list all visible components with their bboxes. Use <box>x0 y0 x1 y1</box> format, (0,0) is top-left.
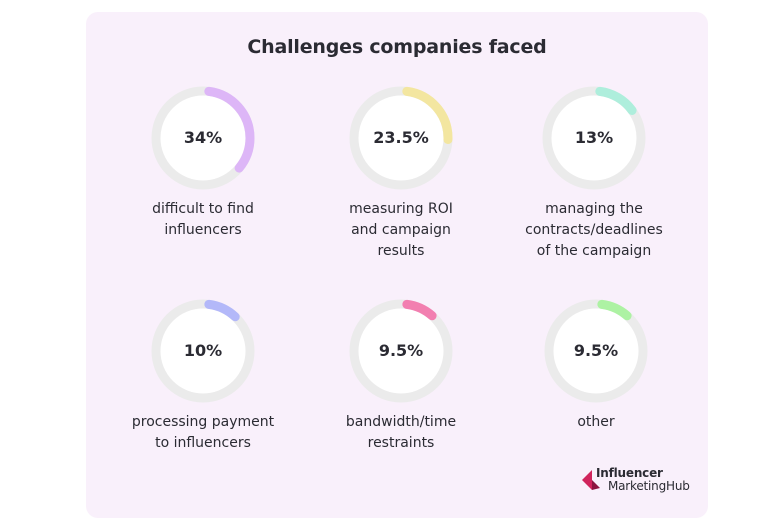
donut-svg <box>544 299 648 403</box>
donut-svg <box>349 299 453 403</box>
donut-item: 13% managing the contracts/deadlines of t… <box>509 86 679 286</box>
donut-track <box>542 86 646 190</box>
donut-category-label: bandwidth/time restraints <box>345 414 457 451</box>
donut-svg <box>151 86 255 190</box>
donut-value-label: 23.5% <box>373 128 429 147</box>
donut-value-label: 9.5% <box>378 341 424 360</box>
donut-ring <box>151 299 255 403</box>
donut-arc <box>151 86 255 190</box>
donut-item: 9.5% other <box>511 299 681 499</box>
donut-svg <box>542 86 646 190</box>
donut-item: 34% difficult to find influencers <box>118 86 288 286</box>
donut-value-label: 10% <box>183 341 223 360</box>
donut-ring <box>544 299 648 403</box>
donut-ring <box>349 299 453 403</box>
donut-category-label: other <box>577 414 615 430</box>
logo-text-marketinghub: MarketingHub <box>608 479 690 493</box>
influencer-marketing-hub-logo-icon <box>582 470 600 490</box>
donut-category-label: measuring ROI and campaign results <box>349 201 453 259</box>
chart-title: Challenges companies faced <box>247 36 547 58</box>
donut-value-label: 9.5% <box>573 341 619 360</box>
donut-ring <box>542 86 646 190</box>
donut-item: 23.5% measuring ROI and campaign results <box>316 86 486 286</box>
donut-value-label: 13% <box>574 128 614 147</box>
donut-category-label: difficult to find influencers <box>152 201 254 238</box>
donut-item: 10% processing payment to influencers <box>118 299 288 499</box>
logo-text-influencer: Influencer <box>596 466 663 480</box>
donut-value-label: 34% <box>183 128 223 147</box>
brand-logo: Influencer MarketingHub <box>580 466 710 496</box>
donut-arc <box>349 86 453 190</box>
donut-track <box>544 299 648 403</box>
donut-svg <box>151 299 255 403</box>
donut-svg <box>349 86 453 190</box>
donut-ring <box>151 86 255 190</box>
donut-track <box>349 299 453 403</box>
donut-category-label: processing payment to influencers <box>131 414 275 451</box>
donut-track <box>151 299 255 403</box>
donut-ring <box>349 86 453 190</box>
donut-category-label: managing the contracts/deadlines of the … <box>525 201 663 259</box>
donut-item: 9.5% bandwidth/time restraints <box>316 299 486 499</box>
